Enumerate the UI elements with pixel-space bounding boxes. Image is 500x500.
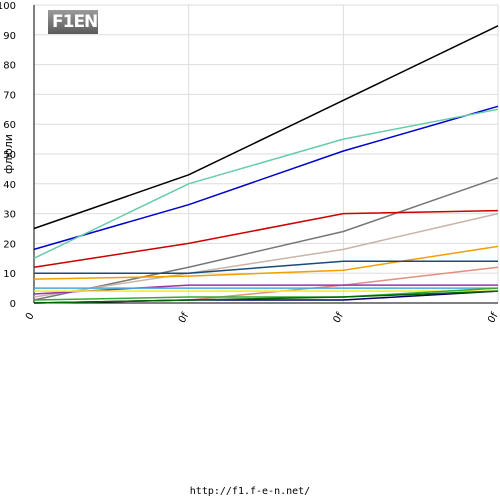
footer-url[interactable]: http://f1.f-e-n.net/	[189, 486, 311, 497]
series-line-6	[33, 212, 499, 298]
y-tick-label: 90	[3, 31, 16, 42]
series-line-13	[33, 287, 499, 301]
series-line-2	[33, 105, 499, 251]
series-line-8	[34, 260, 498, 274]
y-tick-label: 70	[3, 90, 16, 101]
series-line-7	[33, 245, 499, 280]
y-tick-label: 100	[0, 1, 16, 12]
y-tick-label: 40	[3, 180, 16, 191]
x-tick-label: 0f	[331, 311, 346, 325]
x-tick-label: 0f	[177, 311, 192, 325]
y-tick-label: 0	[10, 299, 16, 310]
x-tick-label: 0	[24, 311, 37, 322]
series-line-5	[33, 209, 499, 268]
y-tick-label: 80	[3, 61, 16, 72]
x-tick-label: 0f	[486, 311, 500, 325]
series-line-4	[33, 177, 499, 301]
y-tick-label: 20	[3, 239, 16, 250]
f1en-logo: F1EN	[48, 10, 98, 34]
y-tick-label: 50	[3, 150, 16, 161]
y-axis-label: флюли	[2, 134, 15, 174]
series-line-10	[33, 284, 498, 295]
y-tick-label: 30	[3, 210, 16, 221]
logo-text: F1EN	[48, 10, 98, 34]
y-tick-label: 60	[3, 120, 16, 131]
series-line-3	[33, 108, 499, 259]
series-line-15	[33, 290, 499, 304]
y-tick-label: 10	[3, 269, 16, 280]
series-line-1	[33, 25, 499, 230]
